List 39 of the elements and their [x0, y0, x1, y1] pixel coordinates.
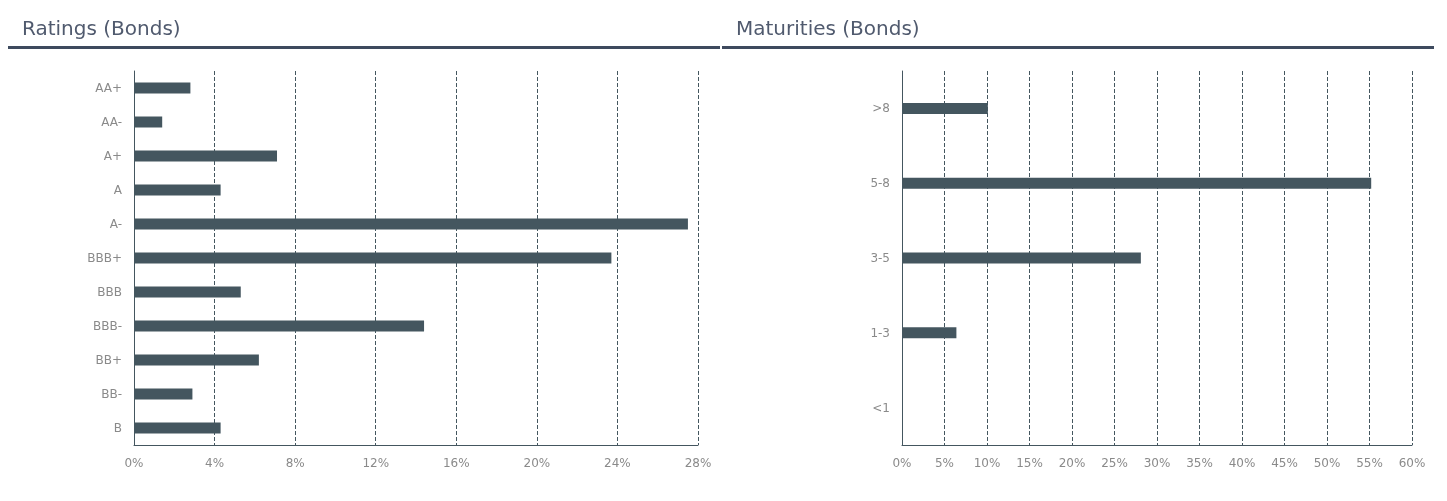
y-tick-label: BB+: [95, 353, 122, 367]
x-tick-label: 0%: [892, 456, 912, 470]
y-tick-label: BBB+: [87, 251, 122, 265]
chart-title: Ratings (Bonds): [8, 8, 720, 49]
x-tick-label: 20%: [1058, 456, 1086, 470]
y-tick-label: A+: [103, 149, 122, 163]
y-tick-label: AA-: [101, 115, 122, 129]
y-tick-label: AA+: [95, 81, 122, 95]
y-tick-label: A-: [109, 217, 122, 231]
y-tick-label: <1: [872, 400, 890, 415]
x-tick-label: 10%: [973, 456, 1001, 470]
x-tick-label: 24%: [604, 456, 631, 470]
x-tick-label: 8%: [285, 456, 305, 470]
y-tick-label: 5-8: [870, 176, 890, 191]
y-tick-label: 3-5: [870, 251, 890, 265]
x-tick-label: 50%: [1313, 456, 1341, 470]
x-tick-label: 60%: [1398, 456, 1426, 470]
y-tick-label: BBB: [97, 285, 122, 299]
x-tick-label: 5%: [934, 456, 955, 470]
y-tick-label: >8: [872, 101, 890, 116]
x-tick-label: 15%: [1016, 456, 1043, 470]
x-tick-label: 12%: [362, 456, 390, 470]
x-tick-label: 0%: [124, 456, 144, 470]
x-tick-label: 16%: [442, 456, 470, 470]
y-tick-label: B: [113, 421, 122, 435]
x-tick-label: 28%: [684, 456, 712, 470]
chart-title: Maturities (Bonds): [722, 8, 1434, 49]
x-tick-label: 45%: [1271, 456, 1298, 470]
x-tick-label: 30%: [1143, 456, 1171, 470]
x-tick-label: 35%: [1186, 456, 1213, 470]
x-tick-label: 55%: [1356, 456, 1383, 470]
y-tick-label: A: [113, 183, 123, 197]
x-tick-label: 25%: [1101, 456, 1128, 470]
x-tick-label: 4%: [205, 456, 225, 470]
y-tick-label: BB-: [101, 387, 122, 401]
x-tick-label: 20%: [523, 456, 551, 470]
x-tick-label: 40%: [1228, 456, 1256, 470]
y-tick-label: BBB-: [92, 319, 122, 333]
y-tick-label: 1-3: [870, 325, 890, 340]
